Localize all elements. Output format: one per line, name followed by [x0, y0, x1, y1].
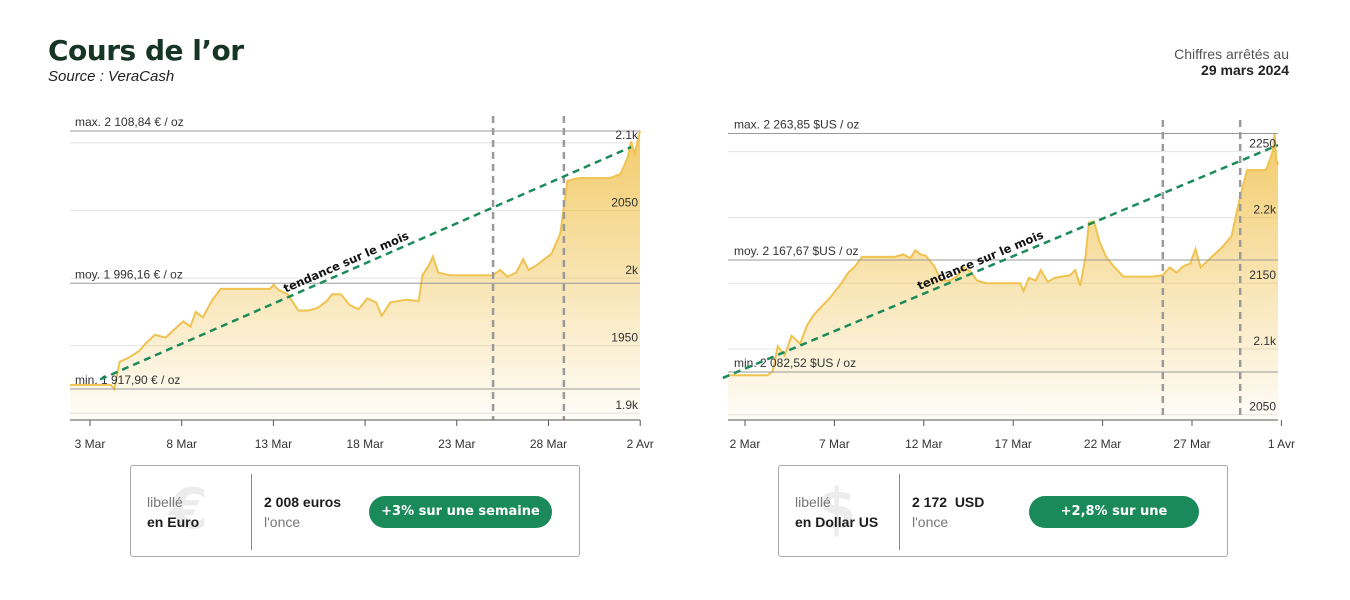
price-line-usd: [728, 133, 1279, 377]
reference-label-eur-2: min. 1 917,90 € / oz: [75, 373, 180, 387]
trend-line-usd: [722, 143, 1279, 380]
y-tick-label-usd-4: 2250: [1249, 137, 1276, 151]
y-tick-label-usd-3: 2.2k: [1253, 202, 1277, 216]
euro-icon: €: [169, 477, 208, 542]
card-usd-label: libellé en Dollar US: [795, 492, 878, 532]
card-usd: $ libellé en Dollar US 2 172 USD l'once …: [778, 465, 1228, 557]
x-tick-label-eur-0: 3 Mar: [75, 437, 106, 451]
chart-usd: max. 2 263,85 $US / oz moy. 2 167,67 $US …: [716, 110, 1295, 455]
x-tick-label-usd-0: 2 Mar: [730, 437, 761, 451]
trend-label-eur: tendance sur le mois: [281, 228, 411, 295]
card-usd-label-line2: en Dollar US: [795, 514, 879, 530]
price-area-eur: [70, 131, 640, 420]
x-tick-label-eur-6: 2 Avr: [627, 437, 654, 451]
x-tick-label-eur-2: 13 Mar: [255, 437, 292, 451]
price-line-eur: [70, 130, 641, 392]
chart-eur: max. 2 108,84 € / oz moy. 1 996,16 € / oz…: [60, 110, 654, 455]
reference-label-eur-1: moy. 1 996,16 € / oz: [75, 267, 183, 281]
card-usd-price-value: 2 172 USD: [912, 494, 985, 510]
y-tick-label-eur-3: 2050: [611, 196, 638, 210]
card-usd-divider: [899, 474, 900, 550]
y-tick-label-usd-1: 2.1k: [1253, 334, 1277, 348]
y-tick-label-eur-1: 1950: [611, 331, 638, 345]
card-eur: € libellé en Euro 2 008 euros l'once +3%…: [130, 465, 580, 557]
card-usd-weekly-change-badge: +2,8% sur une semaine: [1029, 496, 1199, 551]
y-tick-label-eur-0: 1.9k: [615, 398, 639, 412]
y-tick-label-eur-4: 2.1k: [615, 128, 639, 142]
x-tick-label-usd-6: 1 Avr: [1268, 437, 1295, 451]
x-tick-label-usd-2: 12 Mar: [905, 437, 942, 451]
x-tick-label-usd-1: 7 Mar: [819, 437, 850, 451]
as-of-date: 29 mars 2024: [1201, 62, 1289, 78]
trend-line-eur: [99, 145, 632, 381]
card-usd-label-line1: libellé: [795, 494, 831, 510]
card-eur-divider: [251, 474, 252, 550]
as-of-label: Chiffres arrêtés au: [1174, 46, 1289, 62]
reference-label-usd-2: min. 2 082,52 $US / oz: [734, 356, 856, 370]
chart-usd-svg: max. 2 263,85 $US / oz moy. 2 167,67 $US …: [722, 117, 1295, 451]
x-tick-label-eur-5: 28 Mar: [530, 437, 567, 451]
card-eur-weekly-change-badge: +3% sur une semaine: [369, 496, 552, 528]
y-tick-label-eur-2: 2k: [625, 263, 639, 277]
x-tick-label-usd-4: 22 Mar: [1084, 437, 1121, 451]
reference-label-usd-1: moy. 2 167,67 $US / oz: [734, 244, 859, 258]
x-tick-label-usd-3: 17 Mar: [995, 437, 1032, 451]
card-eur-price: 2 008 euros l'once: [264, 492, 341, 532]
y-tick-label-usd-0: 2050: [1249, 400, 1276, 414]
x-tick-label-eur-3: 18 Mar: [346, 437, 383, 451]
card-eur-price-value: 2 008 euros: [264, 494, 342, 510]
y-tick-label-usd-2: 2150: [1249, 268, 1276, 282]
card-eur-price-unit: l'once: [264, 514, 301, 530]
as-of-block: Chiffres arrêtés au 29 mars 2024: [1174, 46, 1289, 78]
price-area-usd: [728, 133, 1278, 420]
reference-label-usd-0: max. 2 263,85 $US / oz: [734, 117, 859, 131]
card-usd-price: 2 172 USD l'once: [912, 492, 984, 532]
card-eur-label: libellé en Euro: [147, 492, 199, 532]
dollar-icon: $: [817, 477, 856, 542]
card-eur-label-line1: libellé: [147, 494, 183, 510]
source-line: Source : VeraCash: [48, 68, 175, 85]
card-usd-price-unit: l'once: [912, 514, 949, 530]
reference-label-eur-0: max. 2 108,84 € / oz: [75, 115, 184, 129]
card-eur-label-line2: en Euro: [147, 514, 200, 530]
page-title: Cours de l’or: [48, 34, 244, 67]
chart-eur-svg: max. 2 108,84 € / oz moy. 1 996,16 € / oz…: [70, 115, 654, 451]
x-tick-label-eur-1: 8 Mar: [166, 437, 197, 451]
x-tick-label-usd-5: 27 Mar: [1173, 437, 1210, 451]
x-tick-label-eur-4: 23 Mar: [438, 437, 475, 451]
